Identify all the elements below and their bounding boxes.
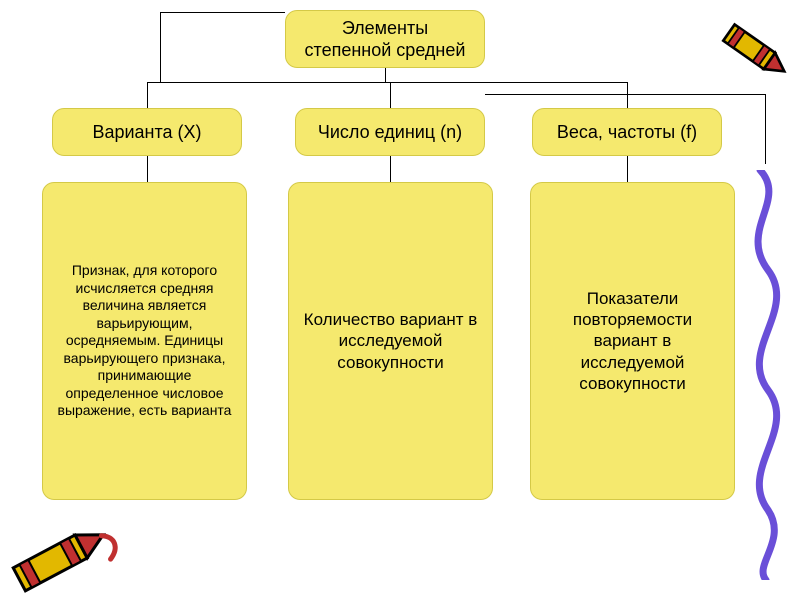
connector [627, 156, 628, 182]
connector [765, 94, 766, 164]
connector [160, 12, 161, 82]
branch-header-label: Число единиц (n) [318, 121, 462, 144]
connector [627, 82, 628, 108]
connector [147, 82, 627, 83]
branch-desc-1: Количество вариант в исследуемой совокуп… [288, 182, 493, 500]
branch-header-label: Варианта (Х) [92, 121, 201, 144]
branch-desc-label: Признак, для которого исчисляется средня… [53, 262, 236, 420]
root-box: Элементы степенной средней [285, 10, 485, 68]
connector [160, 12, 285, 13]
branch-desc-0: Признак, для которого исчисляется средня… [42, 182, 247, 500]
branch-header-2: Веса, частоты (f) [532, 108, 722, 156]
crayon-top-icon [704, 6, 794, 96]
root-label: Элементы степенной средней [296, 17, 474, 62]
branch-header-label: Веса, частоты (f) [557, 121, 697, 144]
branch-header-0: Варианта (Х) [52, 108, 242, 156]
connector [385, 68, 386, 82]
connector [147, 156, 148, 182]
squiggle-decor [748, 170, 788, 580]
connector [147, 82, 148, 108]
crayon-bottom-icon [0, 505, 120, 600]
branch-header-1: Число единиц (n) [295, 108, 485, 156]
connector [390, 156, 391, 182]
branch-desc-label: Количество вариант в исследуемой совокуп… [299, 309, 482, 373]
branch-desc-label: Показатели повторяемости вариант в иссле… [541, 288, 724, 394]
branch-desc-2: Показатели повторяемости вариант в иссле… [530, 182, 735, 500]
connector [390, 82, 391, 108]
